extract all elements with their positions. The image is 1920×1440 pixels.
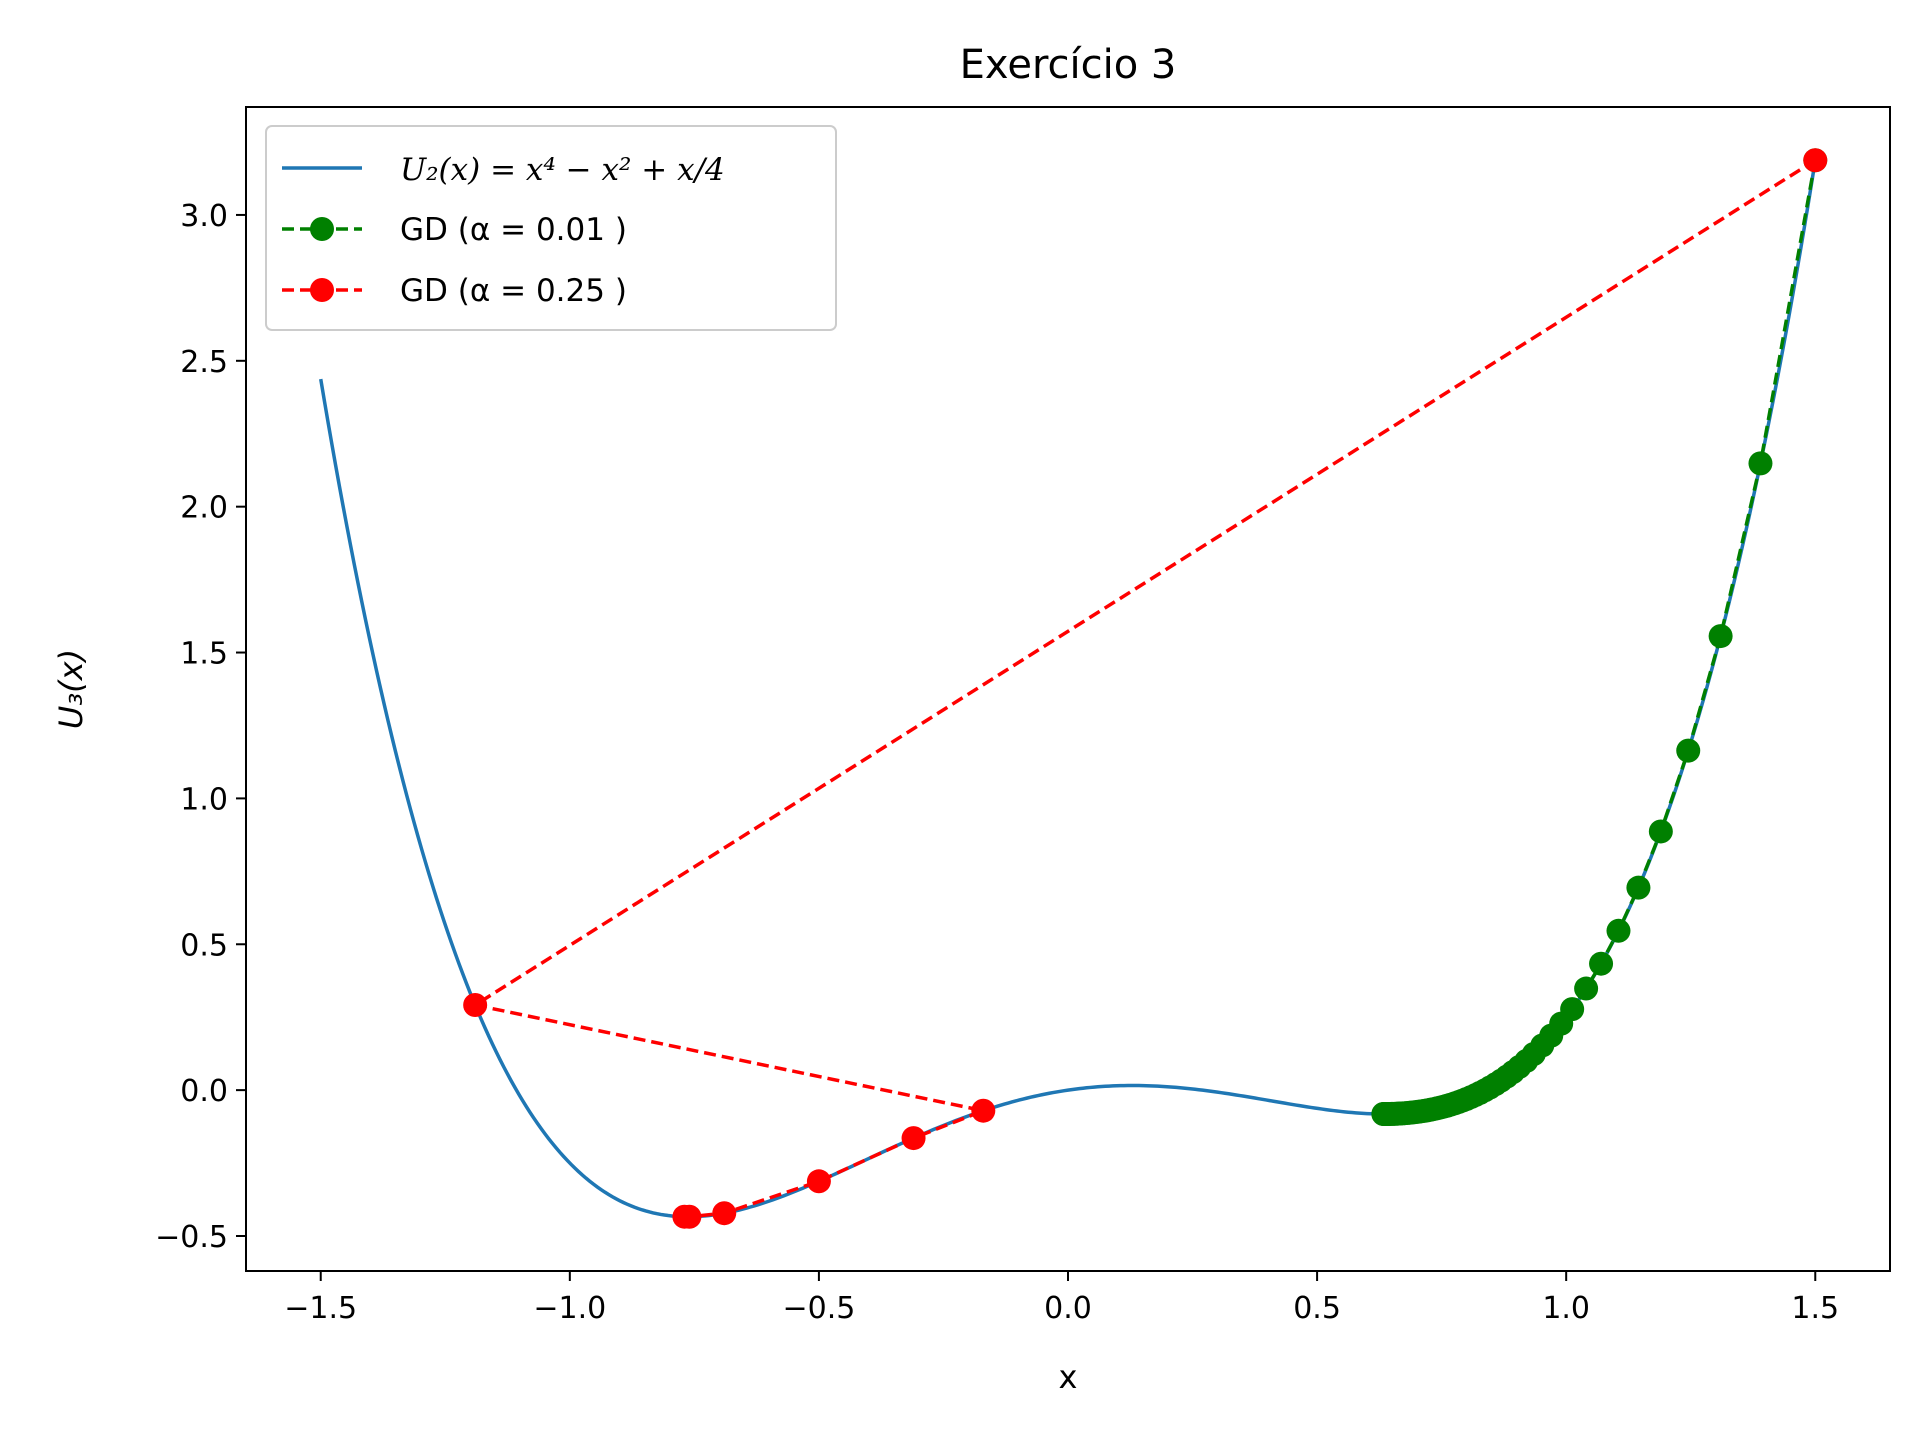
legend: U₂(x) = x⁴ − x² + x/4 GD (α = 0.01 ) GD … xyxy=(265,125,837,331)
legend-box xyxy=(265,125,837,331)
legend-label-gd-025: GD (α = 0.25 ) xyxy=(400,273,627,309)
x-tick-label: 0.5 xyxy=(1293,1291,1341,1326)
gd-025-point xyxy=(806,1169,831,1194)
y-tick-label: 3.0 xyxy=(180,199,228,234)
gd-001-point xyxy=(1606,918,1631,943)
gd-025-point xyxy=(1803,148,1828,173)
x-tick-label: −1.0 xyxy=(533,1291,606,1326)
gd-001-point xyxy=(1589,951,1614,976)
gd-001-point xyxy=(1371,1102,1396,1127)
x-tick-label: 0.0 xyxy=(1044,1291,1092,1326)
x-axis-label: x xyxy=(1059,1358,1078,1396)
gd-001-point xyxy=(1748,451,1773,476)
y-tick-label: 0.0 xyxy=(180,1074,228,1109)
y-axis-label: U₃(x) xyxy=(52,649,90,729)
gd-025-point xyxy=(901,1126,926,1151)
legend-swatch-gd-001-marker xyxy=(310,217,334,241)
gd-025-point xyxy=(672,1204,697,1229)
x-tick-label: −1.5 xyxy=(284,1291,357,1326)
legend-swatch-gd-025-marker xyxy=(310,278,334,302)
y-ticks: −0.5 0.0 0.5 1.0 1.5 2.0 2.5 3.0 xyxy=(155,199,246,1255)
gd-001-point xyxy=(1708,624,1733,649)
x-tick-label: −0.5 xyxy=(782,1291,855,1326)
gd-025-point xyxy=(712,1201,737,1226)
legend-label-gd-001: GD (α = 0.01 ) xyxy=(400,212,627,248)
x-tick-label: 1.0 xyxy=(1542,1291,1590,1326)
gd-025-point xyxy=(463,993,488,1018)
gd-001-point xyxy=(1648,819,1673,844)
y-tick-label: 0.5 xyxy=(180,928,228,963)
plot-layer xyxy=(319,148,1828,1229)
y-tick-label: 1.0 xyxy=(180,782,228,817)
gd-001-point xyxy=(1626,875,1651,900)
x-ticks: −1.5 −1.0 −0.5 0.0 0.5 1.0 1.5 xyxy=(284,1271,1839,1326)
y-tick-label: −0.5 xyxy=(155,1220,228,1255)
chart-title: Exercício 3 xyxy=(960,42,1177,88)
gd-025-point xyxy=(971,1098,996,1123)
x-tick-label: 1.5 xyxy=(1791,1291,1839,1326)
y-tick-label: 1.5 xyxy=(180,637,228,672)
y-tick-label: 2.5 xyxy=(180,345,228,380)
gd-001-point xyxy=(1574,976,1599,1001)
gd-001-point xyxy=(1676,738,1701,763)
legend-label-function: U₂(x) = x⁴ − x² + x/4 xyxy=(400,152,725,188)
y-tick-label: 2.0 xyxy=(180,491,228,526)
